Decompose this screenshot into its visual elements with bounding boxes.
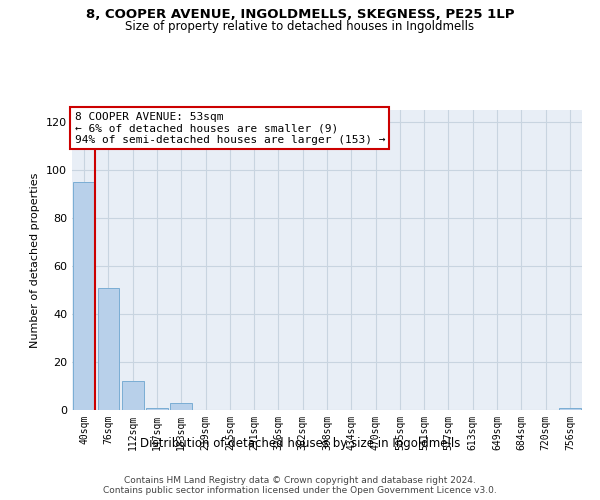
Text: Distribution of detached houses by size in Ingoldmells: Distribution of detached houses by size …	[140, 437, 460, 450]
Bar	[122, 381, 143, 410]
Bar	[73, 182, 95, 410]
Text: Size of property relative to detached houses in Ingoldmells: Size of property relative to detached ho…	[125, 20, 475, 33]
Bar	[97, 288, 119, 410]
Y-axis label: Number of detached properties: Number of detached properties	[31, 172, 40, 348]
Bar	[170, 403, 192, 410]
Bar	[559, 408, 581, 410]
Bar	[146, 408, 168, 410]
Text: Contains HM Land Registry data © Crown copyright and database right 2024.: Contains HM Land Registry data © Crown c…	[124, 476, 476, 485]
Text: 8 COOPER AVENUE: 53sqm
← 6% of detached houses are smaller (9)
94% of semi-detac: 8 COOPER AVENUE: 53sqm ← 6% of detached …	[74, 112, 385, 144]
Text: 8, COOPER AVENUE, INGOLDMELLS, SKEGNESS, PE25 1LP: 8, COOPER AVENUE, INGOLDMELLS, SKEGNESS,…	[86, 8, 514, 20]
Text: Contains public sector information licensed under the Open Government Licence v3: Contains public sector information licen…	[103, 486, 497, 495]
